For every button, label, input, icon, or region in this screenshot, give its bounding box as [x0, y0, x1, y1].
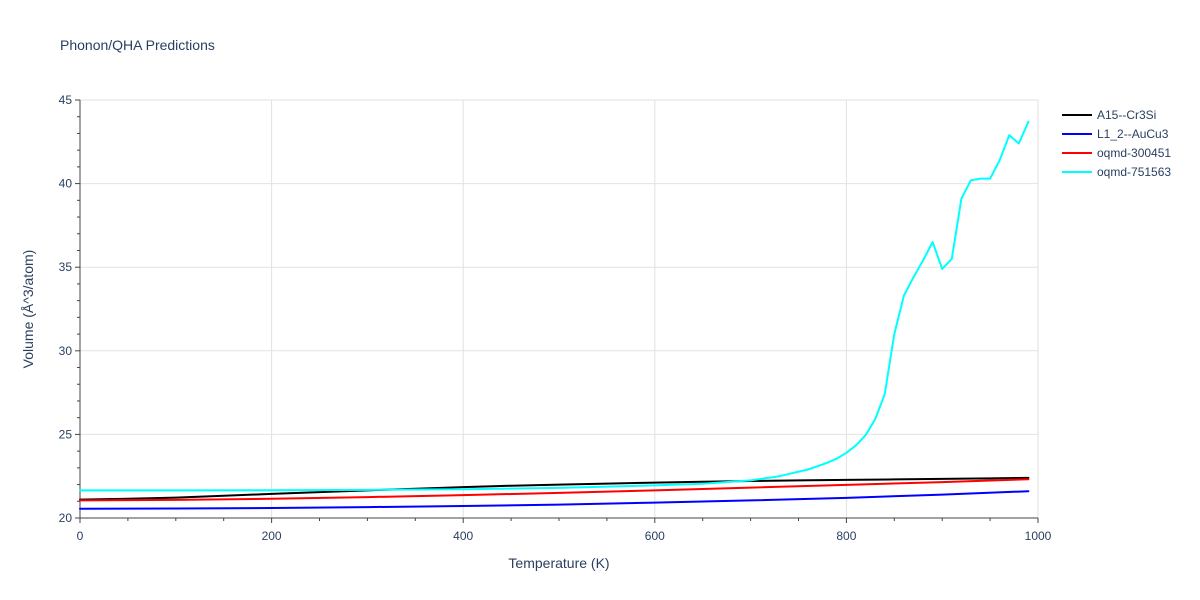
legend-label: A15--Cr3Si: [1097, 108, 1156, 122]
y-tick-label: 20: [59, 511, 73, 525]
legend-label: oqmd-751563: [1097, 165, 1171, 179]
x-tick-label: 1000: [1025, 529, 1052, 543]
tick-labels: 0 200 400 600 800 1000 20 25 30 35 40 45: [59, 93, 1052, 543]
legend-item[interactable]: A15--Cr3Si: [1062, 108, 1156, 122]
series-layer: [79, 120, 1030, 510]
y-tick-label: 30: [59, 344, 73, 358]
series-line-A15--Cr3Si: [79, 476, 1030, 501]
legend-label: oqmd-300451: [1097, 146, 1171, 160]
x-tick-label: 800: [836, 529, 856, 543]
series-line-oqmd-300451: [79, 478, 1030, 502]
x-tick-label: 0: [77, 529, 84, 543]
axes: [75, 99, 1039, 523]
x-tick-label: 400: [453, 529, 473, 543]
y-tick-label: 25: [59, 427, 73, 441]
y-tick-label: 45: [59, 93, 73, 107]
y-tick-label: 40: [59, 177, 73, 191]
y-axis-label: Volume (Å^3/atom): [20, 250, 36, 369]
legend-item[interactable]: L1_2--AuCu3: [1062, 127, 1169, 141]
series-line-L1_2--AuCu3: [79, 490, 1030, 510]
grid: [80, 99, 1039, 519]
y-tick-label: 35: [59, 260, 73, 274]
x-axis-label: Temperature (K): [508, 555, 609, 571]
chart-title: Phonon/QHA Predictions: [60, 37, 215, 53]
x-tick-label: 600: [645, 529, 665, 543]
series-line-oqmd-751563: [79, 120, 1030, 492]
legend[interactable]: A15--Cr3Si L1_2--AuCu3 oqmd-300451 oqmd-751…: [1062, 108, 1171, 179]
legend-item[interactable]: oqmd-300451: [1062, 146, 1171, 160]
x-tick-label: 200: [262, 529, 282, 543]
legend-label: L1_2--AuCu3: [1097, 127, 1169, 141]
legend-item[interactable]: oqmd-751563: [1062, 165, 1171, 179]
